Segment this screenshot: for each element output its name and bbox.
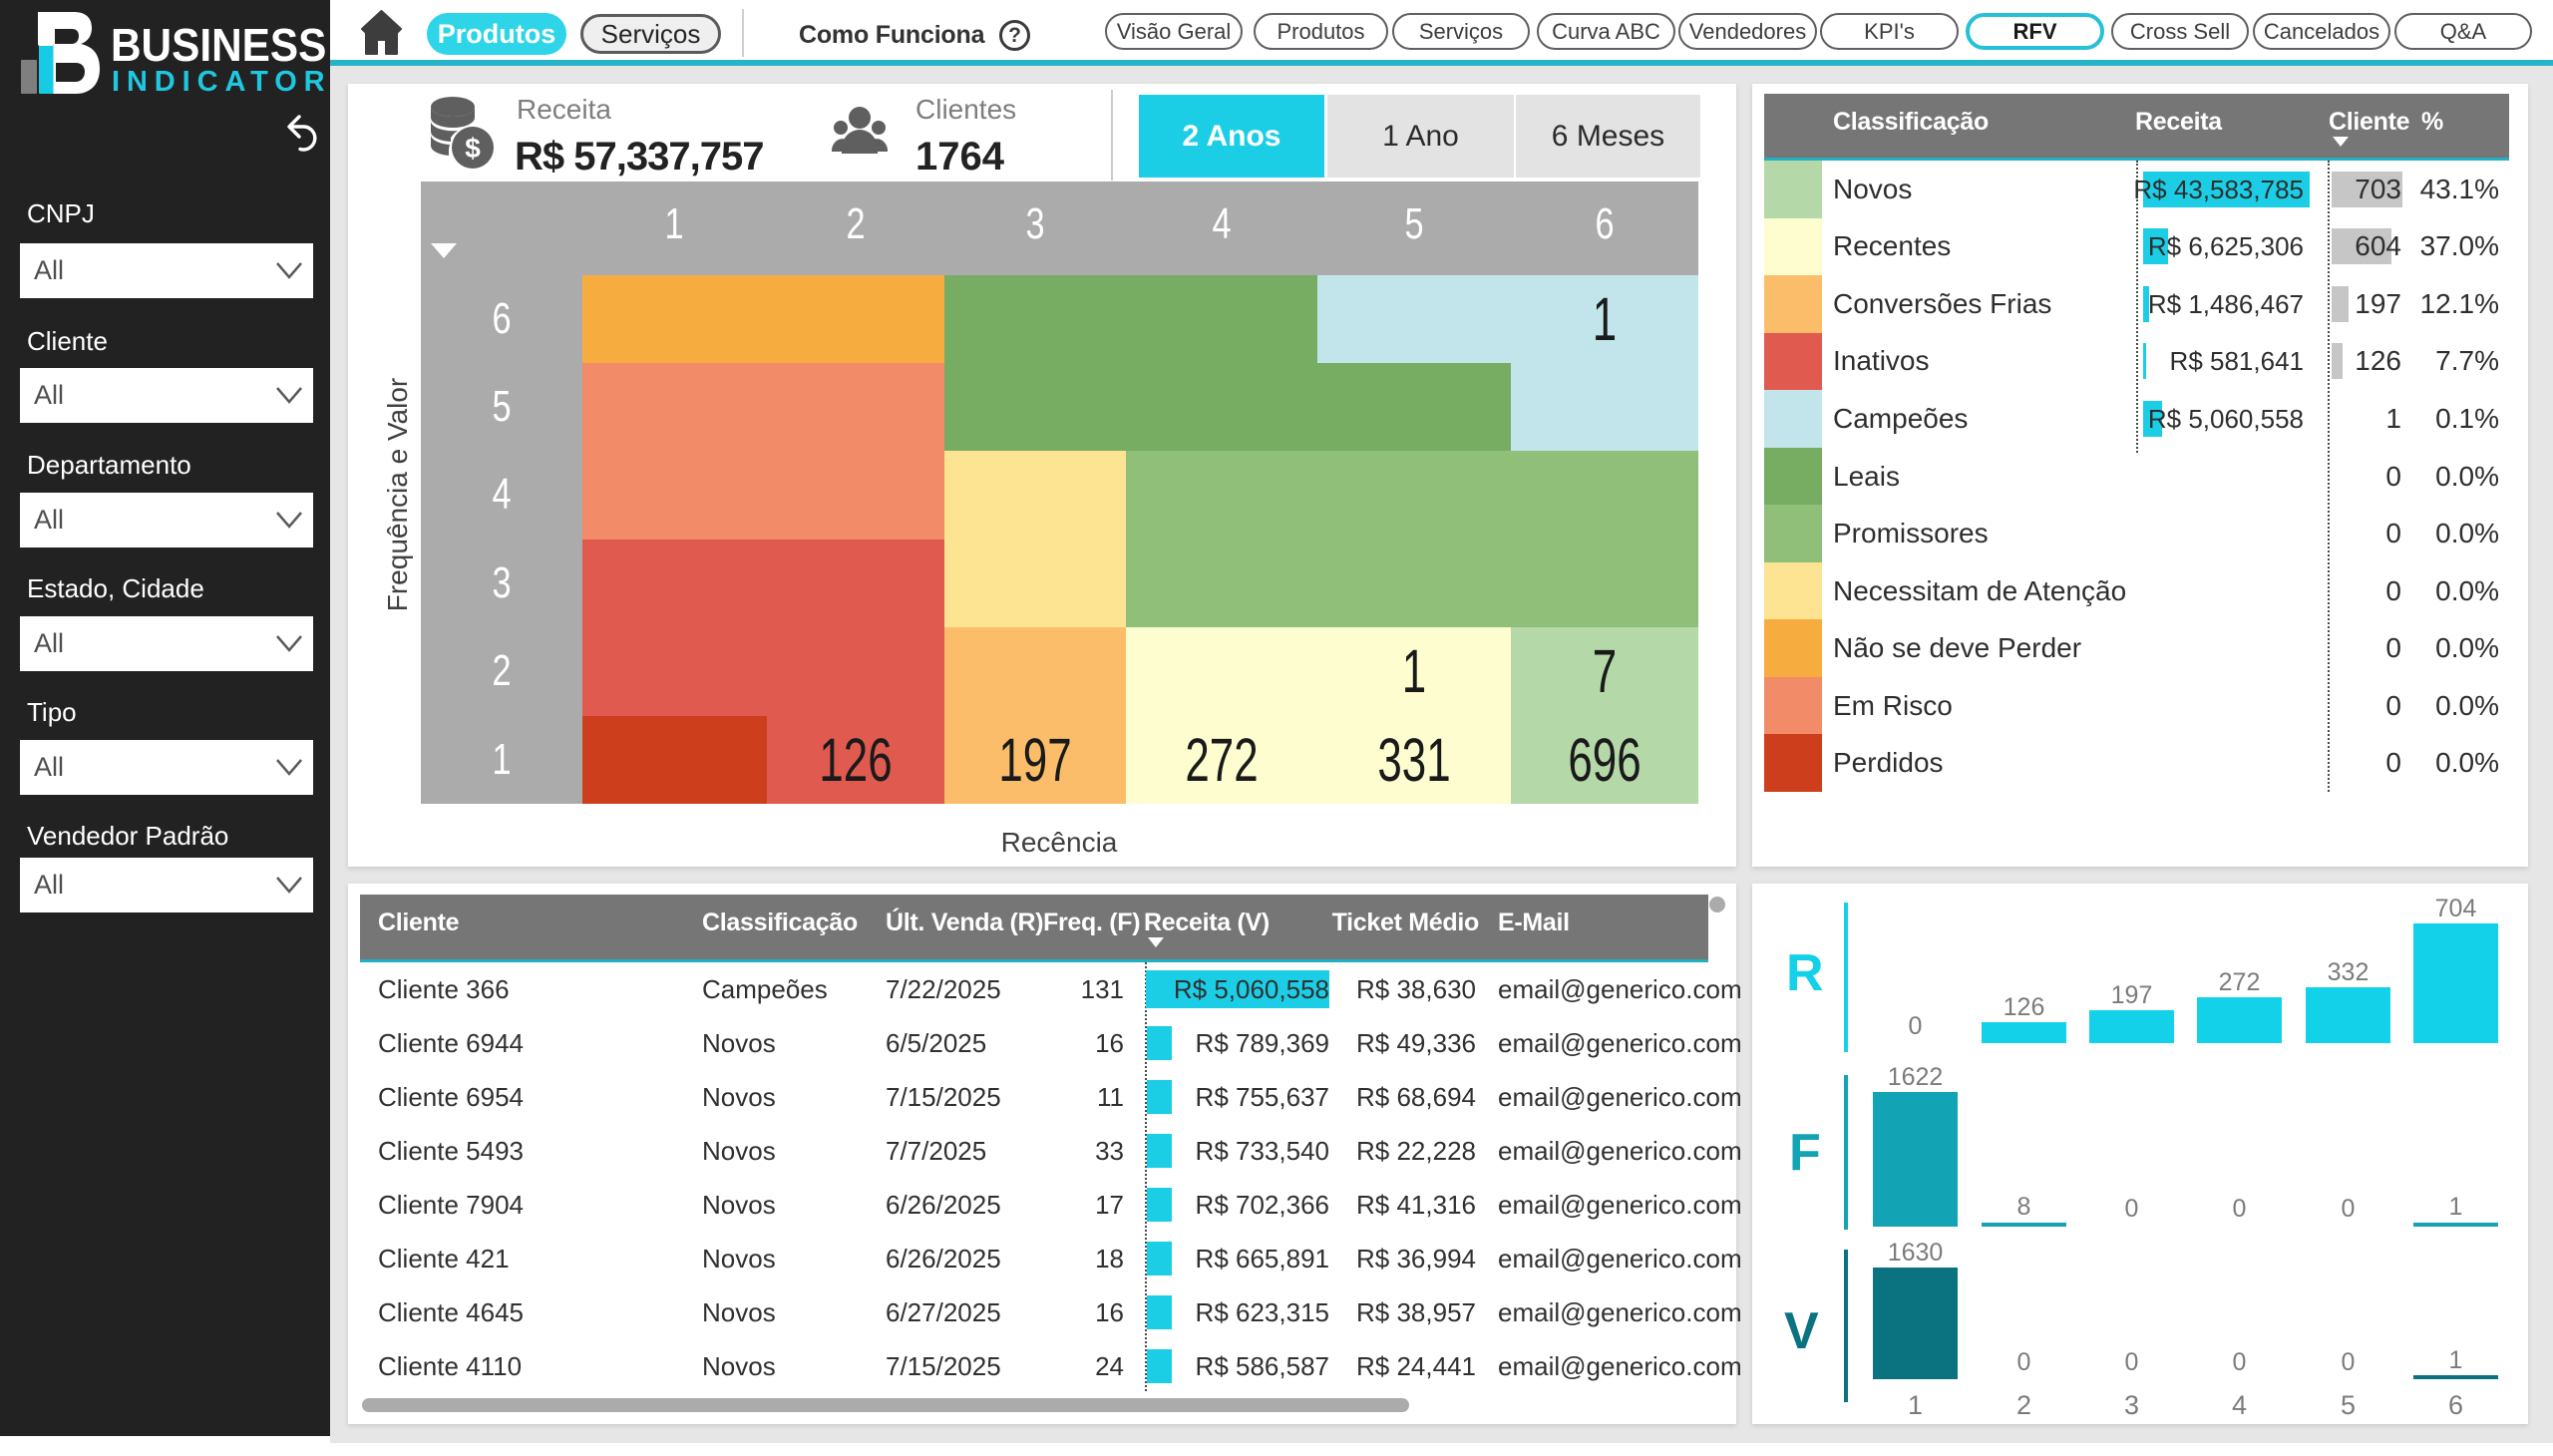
svg-text:$: $: [465, 133, 481, 164]
